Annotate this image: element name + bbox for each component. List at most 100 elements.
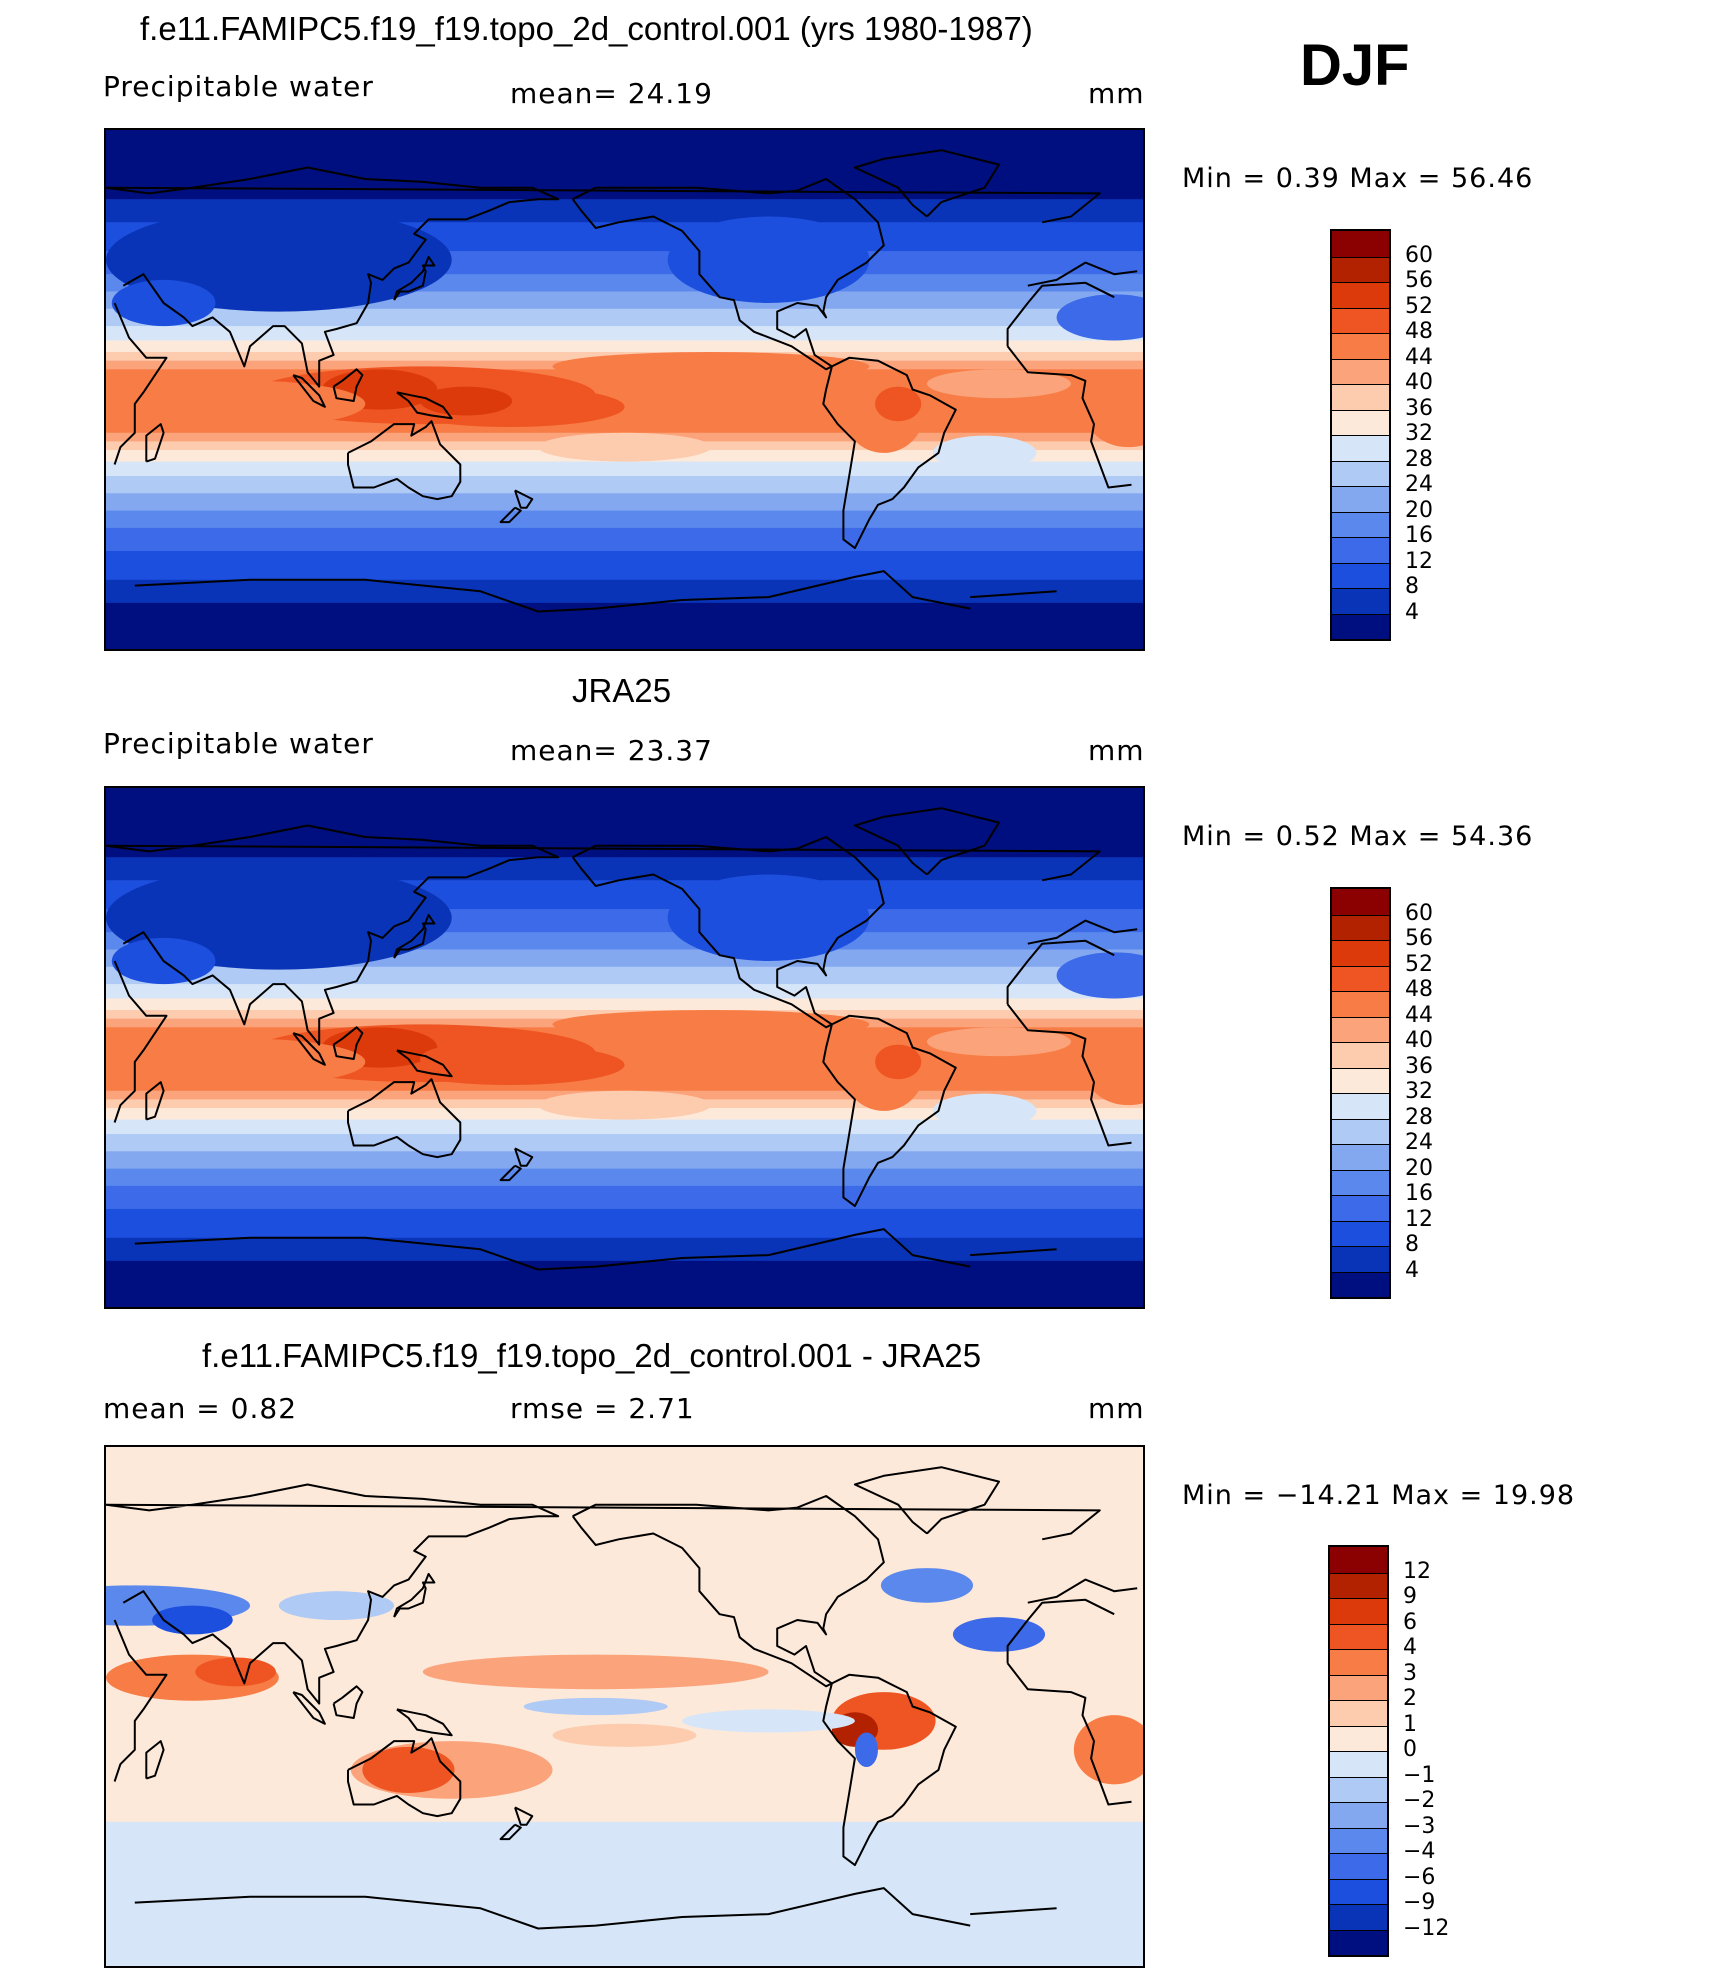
colorbar-3-tick-label: 2 (1403, 1686, 1417, 1711)
colorbar-1-swatch (1332, 435, 1389, 461)
coastline (145, 423, 165, 463)
coastline (145, 1740, 165, 1780)
coastline (514, 1806, 534, 1826)
colorbar-1-tick-label: 48 (1405, 319, 1433, 344)
colorbar-1-swatch (1332, 231, 1389, 257)
colorbar-1-swatch (1332, 460, 1389, 486)
colorbar-2-tick-label: 40 (1405, 1028, 1433, 1053)
colorbar-1-swatch (1332, 384, 1389, 410)
colorbar-1-tick-label: 36 (1405, 395, 1433, 421)
coastline (853, 1466, 1000, 1535)
colorbar-2-swatch (1332, 1118, 1389, 1144)
colorbar-2-swatch (1332, 940, 1389, 966)
season-label: DJF (1300, 33, 1410, 98)
colorbar-2-swatch (1332, 1271, 1389, 1297)
colorbar-3-swatch (1330, 1572, 1387, 1598)
colorbar-3-tick-label: −12 (1403, 1915, 1450, 1941)
coastline (822, 1673, 957, 1867)
coastline (396, 1049, 453, 1078)
coastline (292, 1691, 326, 1725)
coastline (332, 1026, 364, 1060)
panel2-colorbar (1330, 887, 1391, 1299)
coastline (822, 1014, 957, 1208)
panel3-map (104, 1445, 1145, 1968)
colorbar-1-tick-label: 40 (1405, 370, 1433, 395)
colorbar-1-tick-label: 52 (1405, 293, 1433, 319)
coastline (145, 1081, 165, 1121)
colorbar-2-swatch (1332, 1016, 1389, 1042)
colorbar-2-tick-label: 48 (1405, 977, 1433, 1002)
colorbar-2-swatch (1332, 1067, 1389, 1093)
panel1-variable-label: Precipitable water (103, 70, 374, 103)
colorbar-2-swatch (1332, 1220, 1389, 1246)
colorbar-1-swatch (1332, 409, 1389, 435)
coastline (514, 1147, 534, 1167)
coastline (514, 489, 534, 509)
panel1-title: f.e11.FAMIPC5.f19_f19.topo_2d_control.00… (140, 10, 1033, 47)
coastline (396, 391, 453, 420)
colorbar-2-swatch (1332, 1144, 1389, 1170)
map-field-svg (106, 1447, 1143, 1966)
colorbar-3-swatch (1330, 1598, 1387, 1624)
colorbar-3-tick-label: −4 (1403, 1839, 1436, 1864)
colorbar-2-tick-label: 28 (1405, 1104, 1433, 1130)
coastline (499, 506, 522, 524)
map-field-svg (106, 130, 1143, 649)
colorbar-3-tick-label: −3 (1403, 1813, 1436, 1839)
panel1-map (104, 128, 1145, 651)
colorbar-3-tick-label: −9 (1403, 1890, 1436, 1915)
panel1-colorbar (1330, 229, 1391, 641)
panel2-min-max: Min = 0.52 Max = 54.36 (1182, 821, 1534, 852)
coastline (347, 1078, 462, 1159)
colorbar-1-swatch (1332, 613, 1389, 639)
colorbar-2-tick-label: 4 (1405, 1257, 1419, 1283)
panel2-variable-label: Precipitable water (103, 727, 374, 760)
coastline (106, 166, 1138, 388)
coastline (853, 807, 1000, 876)
colorbar-3-tick-label: 4 (1403, 1635, 1417, 1660)
colorbar-1-swatch (1332, 562, 1389, 588)
coastline (332, 368, 364, 402)
colorbar-2-swatch (1332, 914, 1389, 940)
colorbar-3-tick-label: 12 (1403, 1558, 1431, 1584)
colorbar-2-swatch (1332, 1042, 1389, 1068)
colorbar-3-tick-label: 0 (1403, 1737, 1417, 1762)
colorbar-1-tick-label: 24 (1405, 472, 1433, 497)
panel2-units: mm (1088, 734, 1145, 767)
colorbar-2-swatch (1332, 965, 1389, 991)
coastline (292, 1032, 326, 1066)
panel3-min-max: Min = −14.21 Max = 19.98 (1182, 1480, 1576, 1511)
colorbar-2-tick-label: 36 (1405, 1053, 1433, 1079)
coastline (106, 824, 1138, 1046)
colorbar-3-swatch (1330, 1878, 1387, 1904)
panel1-min-max: Min = 0.39 Max = 56.46 (1182, 163, 1534, 194)
colorbar-2-tick-label: 12 (1405, 1206, 1433, 1232)
colorbar-3-tick-label: −6 (1403, 1864, 1436, 1890)
colorbar-2-tick-label: 8 (1405, 1232, 1419, 1257)
coastline (499, 1823, 522, 1841)
coastline (113, 939, 1132, 1147)
map-field-svg (106, 788, 1143, 1307)
colorbar-1-tick-label: 8 (1405, 574, 1419, 599)
colorbar-2-swatch (1332, 1195, 1389, 1221)
colorbar-3-tick-label: 1 (1403, 1711, 1417, 1737)
colorbar-1-tick-label: 28 (1405, 446, 1433, 472)
coastline (571, 836, 885, 1029)
coastline (393, 1572, 436, 1618)
coastline (396, 1708, 453, 1737)
colorbar-3-swatch (1330, 1776, 1387, 1802)
colorbar-3-swatch (1330, 1649, 1387, 1675)
colorbar-1-tick-label: 44 (1405, 344, 1433, 370)
colorbar-3-swatch (1330, 1700, 1387, 1726)
coastline (292, 374, 326, 408)
colorbar-2-tick-label: 20 (1405, 1155, 1433, 1181)
colorbar-2-tick-label: 24 (1405, 1130, 1433, 1155)
colorbar-3-swatch (1330, 1827, 1387, 1853)
colorbar-3-swatch (1330, 1904, 1387, 1930)
colorbar-1-tick-label: 56 (1405, 268, 1433, 293)
colorbar-3-swatch (1330, 1853, 1387, 1879)
colorbar-2-swatch (1332, 1246, 1389, 1272)
colorbar-1-swatch (1332, 307, 1389, 333)
panel1-mean-label: mean= 24.19 (510, 77, 713, 110)
coastline (134, 1228, 1057, 1271)
